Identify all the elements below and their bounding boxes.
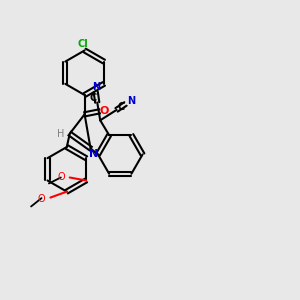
Text: N: N (89, 149, 98, 160)
Text: O: O (38, 194, 45, 204)
Text: Cl: Cl (78, 39, 88, 49)
Text: O: O (99, 106, 109, 116)
Text: N: N (92, 82, 100, 92)
Text: N: N (127, 96, 135, 106)
Text: O: O (57, 172, 64, 182)
Text: C: C (89, 93, 96, 103)
Text: H: H (57, 129, 64, 139)
Text: C: C (117, 102, 124, 112)
